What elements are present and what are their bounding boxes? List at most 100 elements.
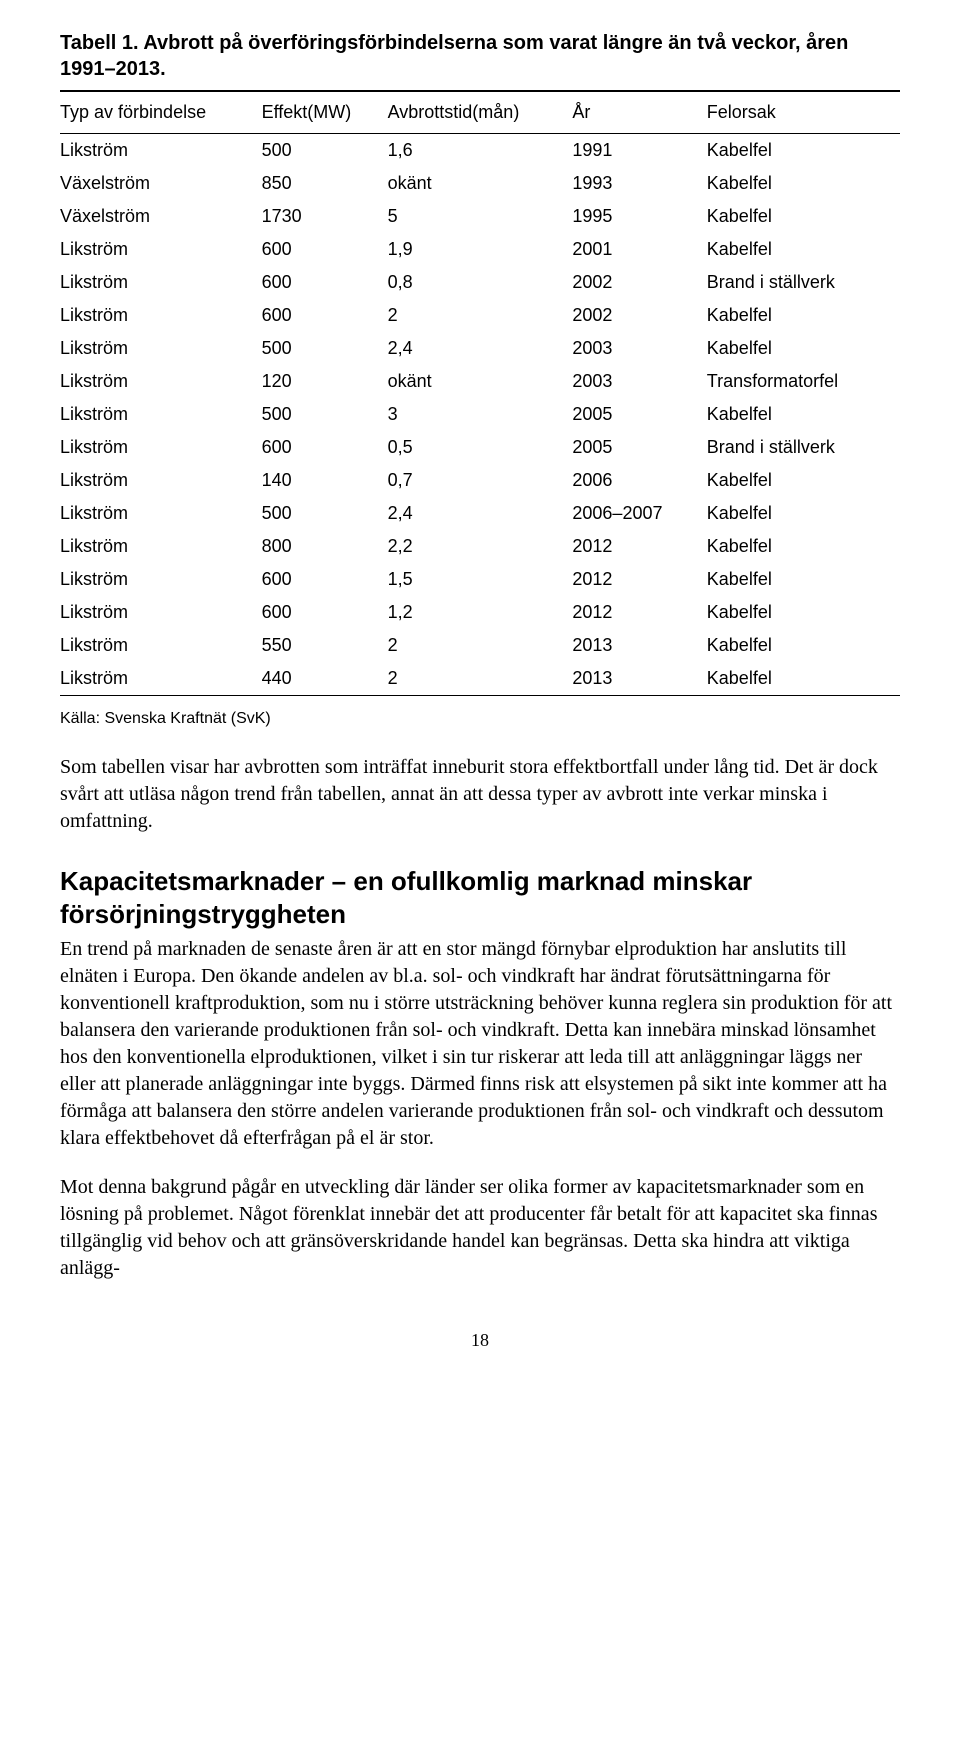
- table-cell: 500: [262, 332, 388, 365]
- table-cell: Likström: [60, 464, 262, 497]
- table-cell: 1993: [572, 167, 706, 200]
- table-row: Växelström173051995Kabelfel: [60, 200, 900, 233]
- table-cell: Likström: [60, 233, 262, 266]
- table-cell: 1,9: [388, 233, 573, 266]
- col-avbrott: Avbrottstid(mån): [388, 92, 573, 134]
- table-row: Likström60022002Kabelfel: [60, 299, 900, 332]
- table-cell: Kabelfel: [707, 629, 900, 662]
- table-cell: 600: [262, 563, 388, 596]
- table-cell: Kabelfel: [707, 200, 900, 233]
- table-row: Likström50032005Kabelfel: [60, 398, 900, 431]
- table-cell: Växelström: [60, 167, 262, 200]
- table-cell: 1730: [262, 200, 388, 233]
- table-cell: Transformatorfel: [707, 365, 900, 398]
- table-header: Typ av förbindelse Effekt(MW) Avbrottsti…: [60, 92, 900, 134]
- table-row: Likström6001,52012Kabelfel: [60, 563, 900, 596]
- table-cell: 500: [262, 398, 388, 431]
- paragraph-1: Som tabellen visar har avbrotten som int…: [60, 754, 900, 835]
- table-cell: 2: [388, 629, 573, 662]
- table-cell: 2013: [572, 662, 706, 695]
- table-cell: 2003: [572, 332, 706, 365]
- table-cell: Likström: [60, 299, 262, 332]
- table-cell: 850: [262, 167, 388, 200]
- table-cell: Likström: [60, 266, 262, 299]
- paragraph-2: En trend på marknaden de senaste åren är…: [60, 936, 900, 1152]
- table-cell: okänt: [388, 167, 573, 200]
- table-cell: Brand i ställverk: [707, 431, 900, 464]
- table-cell: 800: [262, 530, 388, 563]
- table-cell: 2,4: [388, 497, 573, 530]
- table-cell: 1,5: [388, 563, 573, 596]
- table-cell: 600: [262, 596, 388, 629]
- table-bottom-rule: [60, 695, 900, 696]
- table-cell: Kabelfel: [707, 332, 900, 365]
- table-cell: Kabelfel: [707, 398, 900, 431]
- table-cell: Likström: [60, 398, 262, 431]
- table-cell: 5: [388, 200, 573, 233]
- table-cell: Kabelfel: [707, 299, 900, 332]
- table-cell: Likström: [60, 662, 262, 695]
- table-cell: 500: [262, 497, 388, 530]
- table-row: Likström6000,52005Brand i ställverk: [60, 431, 900, 464]
- table-cell: Likström: [60, 530, 262, 563]
- table-cell: 1,6: [388, 134, 573, 168]
- table-cell: 1991: [572, 134, 706, 168]
- col-typ: Typ av förbindelse: [60, 92, 262, 134]
- table-cell: 2013: [572, 629, 706, 662]
- table-cell: Kabelfel: [707, 530, 900, 563]
- section-heading: Kapacitetsmarknader – en ofullkomlig mar…: [60, 865, 900, 930]
- table-cell: 2,4: [388, 332, 573, 365]
- page-number: 18: [60, 1330, 900, 1351]
- table-cell: Likström: [60, 431, 262, 464]
- table-cell: Kabelfel: [707, 167, 900, 200]
- col-felorsak: Felorsak: [707, 92, 900, 134]
- table-cell: 2: [388, 662, 573, 695]
- table-cell: 120: [262, 365, 388, 398]
- table-cell: okänt: [388, 365, 573, 398]
- table-cell: Likström: [60, 497, 262, 530]
- table-cell: 2002: [572, 299, 706, 332]
- table-cell: Kabelfel: [707, 233, 900, 266]
- table-cell: 2003: [572, 365, 706, 398]
- table-cell: 440: [262, 662, 388, 695]
- table-cell: 600: [262, 431, 388, 464]
- table-cell: Likström: [60, 596, 262, 629]
- col-ar: År: [572, 92, 706, 134]
- table-header-row: Typ av förbindelse Effekt(MW) Avbrottsti…: [60, 92, 900, 134]
- table-row: Likström8002,22012Kabelfel: [60, 530, 900, 563]
- table-cell: Likström: [60, 134, 262, 168]
- table-cell: 600: [262, 266, 388, 299]
- table-cell: Likström: [60, 332, 262, 365]
- table-cell: 550: [262, 629, 388, 662]
- table-title: Tabell 1. Avbrott på överföringsförbinde…: [60, 30, 900, 82]
- table-cell: 2005: [572, 398, 706, 431]
- table-cell: 2002: [572, 266, 706, 299]
- table-row: Likström5002,42003Kabelfel: [60, 332, 900, 365]
- table-cell: 0,5: [388, 431, 573, 464]
- paragraph-3: Mot denna bakgrund pågår en utveckling d…: [60, 1174, 900, 1282]
- table-cell: 140: [262, 464, 388, 497]
- table-cell: 2001: [572, 233, 706, 266]
- table-cell: 600: [262, 299, 388, 332]
- table-cell: 2006–2007: [572, 497, 706, 530]
- table-cell: Kabelfel: [707, 464, 900, 497]
- table-row: Likström120okänt2003Transformatorfel: [60, 365, 900, 398]
- page-container: Tabell 1. Avbrott på överföringsförbinde…: [0, 0, 960, 1401]
- table-row: Växelström850okänt1993Kabelfel: [60, 167, 900, 200]
- table-cell: Växelström: [60, 200, 262, 233]
- table-cell: Kabelfel: [707, 497, 900, 530]
- table-row: Likström6000,82002Brand i ställverk: [60, 266, 900, 299]
- table-cell: 3: [388, 398, 573, 431]
- table-cell: 1,2: [388, 596, 573, 629]
- table-source: Källa: Svenska Kraftnät (SvK): [60, 710, 900, 728]
- table-cell: 0,7: [388, 464, 573, 497]
- table-cell: Kabelfel: [707, 134, 900, 168]
- table-row: Likström6001,22012Kabelfel: [60, 596, 900, 629]
- table-row: Likström1400,72006Kabelfel: [60, 464, 900, 497]
- table-cell: Likström: [60, 563, 262, 596]
- col-effekt: Effekt(MW): [262, 92, 388, 134]
- table-cell: Brand i ställverk: [707, 266, 900, 299]
- table-row: Likström44022013Kabelfel: [60, 662, 900, 695]
- table-row: Likström55022013Kabelfel: [60, 629, 900, 662]
- table-cell: 0,8: [388, 266, 573, 299]
